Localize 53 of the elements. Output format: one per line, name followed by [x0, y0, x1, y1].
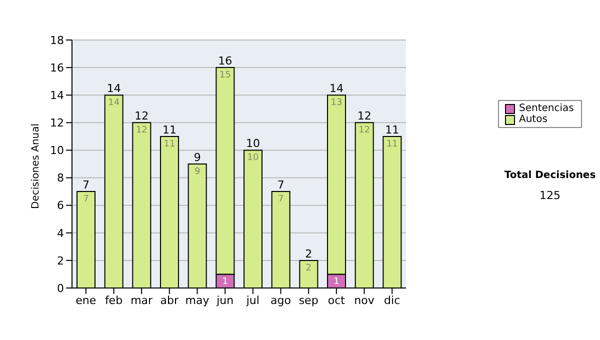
- data-label: 7: [83, 194, 89, 205]
- data-label: 10: [247, 153, 260, 164]
- y-tick-label: 16: [50, 61, 64, 74]
- total-label: 11: [385, 123, 400, 136]
- data-label: 14: [108, 98, 120, 108]
- y-tick-label: 0: [57, 282, 64, 295]
- y-tick-label: 14: [50, 89, 64, 102]
- x-tick-label: may: [185, 294, 210, 307]
- y-tick-label: 2: [57, 254, 64, 268]
- y-tick-label: 18: [50, 34, 64, 47]
- x-tick-label: dic: [384, 294, 400, 307]
- data-label: 15: [219, 70, 231, 81]
- total-label: 14: [330, 82, 344, 96]
- data-label: 9: [194, 167, 200, 177]
- x-tick-label: sep: [298, 294, 318, 307]
- total-label: 7: [277, 178, 284, 192]
- legend-label: Sentencias: [519, 103, 574, 114]
- y-tick-label: 10: [50, 144, 64, 158]
- text: 125: [538, 189, 562, 202]
- total-label: 9: [194, 151, 201, 164]
- y-axis-title: Decisiones Anual: [30, 123, 42, 209]
- data-label: 1: [334, 277, 340, 288]
- data-label: 12: [358, 126, 370, 136]
- x-tick-label: abr: [160, 294, 180, 307]
- x-tick-label: jun: [216, 294, 234, 307]
- y-tick-label: 4: [57, 226, 64, 240]
- text: Total Decisiones: [503, 170, 597, 181]
- y-tick-label: 8: [57, 172, 64, 185]
- data-label: 1: [222, 277, 228, 288]
- total-label: 10: [246, 137, 260, 150]
- data-label: 11: [164, 139, 176, 150]
- x-tick-label: ago: [270, 294, 292, 307]
- x-tick-label: jul: [245, 294, 260, 307]
- total-label: 11: [162, 123, 177, 136]
- data-label: 12: [136, 126, 148, 136]
- total-label: 12: [357, 110, 372, 123]
- total-label: 12: [134, 110, 149, 123]
- data-label: 2: [306, 263, 312, 274]
- x-tick-label: feb: [104, 294, 123, 307]
- total-label: 7: [82, 178, 90, 192]
- data-label: 11: [386, 139, 398, 150]
- x-tick-label: mar: [130, 294, 154, 307]
- total-label: 2: [305, 247, 312, 260]
- x-tick-label: nov: [354, 294, 375, 307]
- total-label: 16: [218, 54, 232, 68]
- legend-label: Autos: [519, 114, 548, 125]
- data-label: 13: [330, 98, 342, 108]
- y-tick-label: 6: [57, 199, 64, 212]
- x-tick-label: ene: [76, 294, 96, 307]
- x-tick-label: oct: [328, 294, 346, 307]
- data-label: 7: [278, 194, 284, 205]
- y-tick-label: 12: [50, 116, 64, 130]
- total-label: 14: [106, 82, 121, 96]
